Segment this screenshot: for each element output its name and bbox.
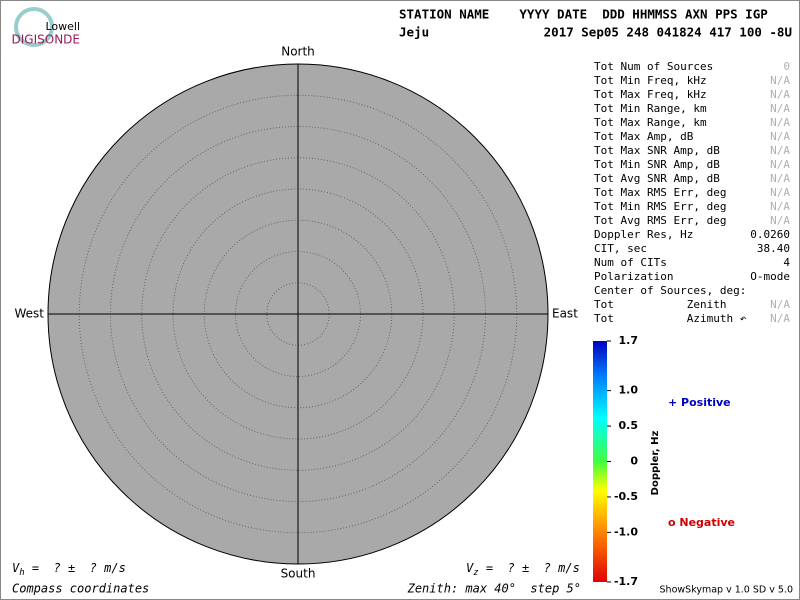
header-values: 2017 Sep05 248 041824 417 100 -8U [544,25,792,40]
stat-value: O-mode [750,270,790,283]
stat-label: CIT, sec [594,242,647,255]
colorbar-tick-label: -1.7 [614,575,638,588]
vh: Vh = ? ± ? m/s [12,561,126,578]
stat-label: Tot Zenith [594,298,726,311]
stat-value: N/A [770,186,790,199]
colorbar-tick-label: -1.0 [614,525,638,538]
stat-label: Tot Max RMS Err, deg [594,186,726,199]
stat-value: N/A [770,144,790,157]
colorbar-tick-label: 0 [630,455,638,468]
east: East [552,307,578,321]
stat-label: Tot Min SNR Amp, dB [594,158,720,171]
coords: Compass coordinates [12,582,149,596]
stat-label: Tot Num of Sources [594,60,713,73]
stat-value: 38.40 [757,242,790,255]
colorbar-tick-label: 1.7 [619,334,639,347]
stat-label: Tot Min Range, km [594,102,707,115]
colorbar [593,341,607,582]
stat-value: N/A [770,116,790,129]
stat-label: Tot Min Freq, kHz [594,74,707,87]
stat-value: N/A [770,312,790,325]
stat-label: Tot Min RMS Err, deg [594,200,726,213]
colorbar-tick-label: 0.5 [619,419,639,432]
stat-label: Polarization [594,270,673,283]
stat-value: 4 [783,256,790,269]
stat-value: N/A [770,130,790,143]
colorbar-label: Doppler, Hz [650,431,661,496]
stat-value: 0.0260 [750,228,790,241]
stat-label: Tot Avg SNR Amp, dB [594,172,720,185]
stat-value: N/A [770,214,790,227]
stat-value: N/A [770,102,790,115]
stat-label: Tot Max Range, km [594,116,707,129]
colorbar-tick-label: -0.5 [614,490,638,503]
stat-value: N/A [770,158,790,171]
stat-value: N/A [770,74,790,87]
stat-value: N/A [770,298,790,311]
logo-arc [14,7,54,47]
logo-bottom: DIGISONDE [12,33,80,47]
legend-positive: + Positive [668,396,731,409]
stat-label: Tot Max Freq, kHz [594,88,707,101]
vz: Vz = ? ± ? m/s [466,561,580,578]
colorbar-tick-label: 1.0 [619,384,639,397]
logo-top: Lowell [45,20,80,33]
stat-value: N/A [770,172,790,185]
stat-label: Tot Max SNR Amp, dB [594,144,720,157]
station: Jeju [399,25,429,40]
stat-label: Tot Max Amp, dB [594,130,694,143]
legend-negative: o Negative [668,516,735,529]
north: North [281,45,315,59]
version: ShowSkymap v 1.0 SD v 5.0 [660,585,793,596]
west: West [14,307,44,321]
header-labels: STATION NAME YYYY DATE DDD HHMMSS AXN PP… [399,7,768,22]
stat-value: N/A [770,200,790,213]
stat-value: 0 [783,60,790,73]
zenith-info: Zenith: max 40° step 5° [407,582,581,596]
south: South [281,567,316,581]
stat-value: N/A [770,88,790,101]
stat-label: Tot Avg RMS Err, deg [594,214,726,227]
stat-label: Tot Azimuth ↶ [594,312,747,325]
stat-label: Center of Sources, deg: [594,284,746,297]
stat-label: Doppler Res, Hz [594,228,693,241]
stat-label: Num of CITs [594,256,667,269]
